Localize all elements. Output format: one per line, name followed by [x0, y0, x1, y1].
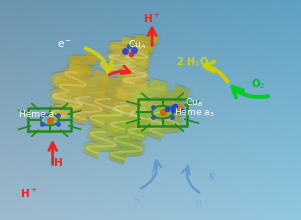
Text: Cu$_B$: Cu$_B$ [185, 96, 203, 108]
Text: D: D [150, 170, 157, 179]
Text: H$^+$: H$^+$ [194, 198, 209, 211]
Text: H: H [54, 158, 63, 168]
Text: H$^+$: H$^+$ [20, 187, 37, 200]
Text: H$^+$: H$^+$ [132, 194, 148, 207]
Text: e$^-$: e$^-$ [57, 38, 72, 50]
Text: K: K [208, 173, 214, 182]
Text: O$_2$: O$_2$ [251, 77, 266, 91]
Text: 2 H$_2$O: 2 H$_2$O [176, 55, 209, 68]
Text: Heme a$_3$: Heme a$_3$ [174, 106, 214, 119]
Text: Heme a: Heme a [19, 110, 54, 119]
Text: Cu$_A$: Cu$_A$ [128, 39, 146, 51]
Text: H$^+$: H$^+$ [143, 12, 161, 25]
